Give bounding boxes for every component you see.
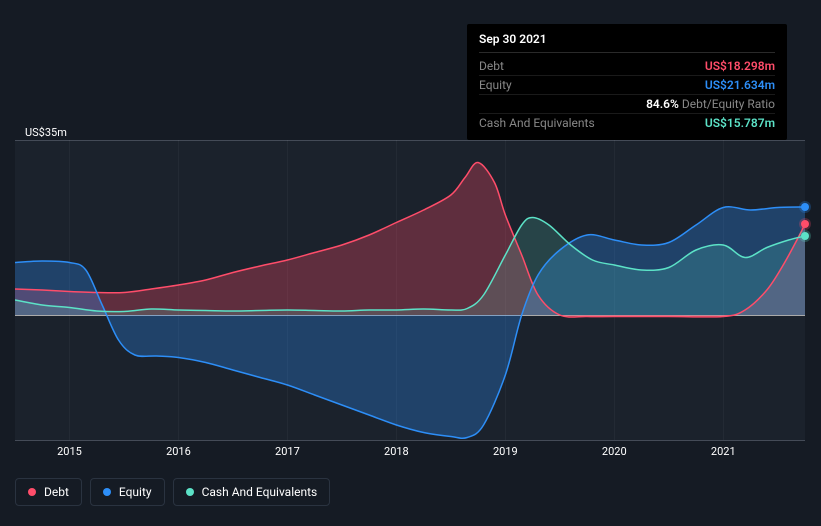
legend-dot-equity <box>103 488 111 496</box>
tooltip-row-equity: Equity US$21.634m <box>479 76 775 95</box>
tooltip-date: Sep 30 2021 <box>479 32 775 53</box>
tooltip-row-label: Cash And Equivalents <box>479 116 595 130</box>
x-tick-label: 2021 <box>711 445 736 458</box>
legend-item-debt[interactable]: Debt <box>15 478 82 506</box>
tooltip-row-value: 84.6% Debt/Equity Ratio <box>646 97 775 111</box>
chart-bottom-line <box>15 440 805 441</box>
tooltip-row-value: US$21.634m <box>705 78 775 92</box>
legend-item-equity[interactable]: Equity <box>90 478 165 506</box>
chart-plot-area[interactable] <box>15 140 805 440</box>
tooltip-row-debt: Debt US$18.298m <box>479 57 775 76</box>
tooltip-row-suffix: Debt/Equity Ratio <box>679 97 775 111</box>
chart-svg <box>15 140 805 440</box>
x-tick-label: 2016 <box>166 445 191 458</box>
end-marker-debt <box>801 220 809 228</box>
legend-item-cash[interactable]: Cash And Equivalents <box>173 478 331 506</box>
x-tick-label: 2019 <box>493 445 518 458</box>
tooltip-row-value: US$18.298m <box>705 59 775 73</box>
legend-label: Cash And Equivalents <box>202 485 318 499</box>
tooltip: Sep 30 2021 Debt US$18.298m Equity US$21.63… <box>467 24 787 140</box>
end-marker-cash <box>801 232 809 240</box>
tooltip-row-label: Equity <box>479 78 512 92</box>
tooltip-row-value: US$15.787m <box>705 116 775 130</box>
legend-dot-cash <box>186 488 194 496</box>
x-tick-label: 2015 <box>57 445 82 458</box>
legend-label: Debt <box>44 485 69 499</box>
legend-label: Equity <box>119 485 152 499</box>
tooltip-row-ratio: 84.6% Debt/Equity Ratio <box>479 95 775 114</box>
legend-dot-debt <box>28 488 36 496</box>
x-axis: 2015 2016 2017 2018 2019 2020 2021 <box>15 445 805 465</box>
tooltip-row-cash: Cash And Equivalents US$15.787m <box>479 114 775 132</box>
x-tick-label: 2020 <box>602 445 627 458</box>
tooltip-row-label: Debt <box>479 59 504 73</box>
x-tick-label: 2017 <box>275 445 300 458</box>
x-tick-label: 2018 <box>384 445 409 458</box>
legend: Debt Equity Cash And Equivalents <box>15 478 330 506</box>
end-marker-equity <box>801 203 809 211</box>
y-tick-label: US$35m <box>25 126 85 139</box>
